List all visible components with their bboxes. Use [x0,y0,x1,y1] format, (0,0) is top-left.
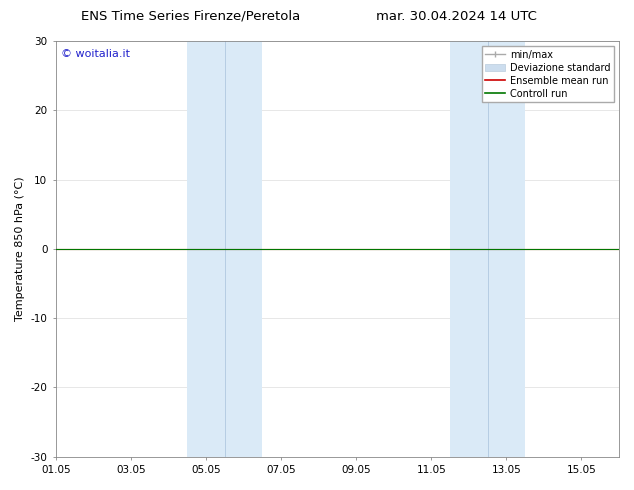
Text: mar. 30.04.2024 14 UTC: mar. 30.04.2024 14 UTC [376,10,537,23]
Text: © woitalia.it: © woitalia.it [61,49,131,59]
Bar [187,41,262,457]
Legend: min/max, Deviazione standard, Ensemble mean run, Controll run: min/max, Deviazione standard, Ensemble m… [482,46,614,102]
Y-axis label: Temperature 850 hPa (°C): Temperature 850 hPa (°C) [15,176,25,321]
Bar [450,41,525,457]
Text: ENS Time Series Firenze/Peretola: ENS Time Series Firenze/Peretola [81,10,300,23]
